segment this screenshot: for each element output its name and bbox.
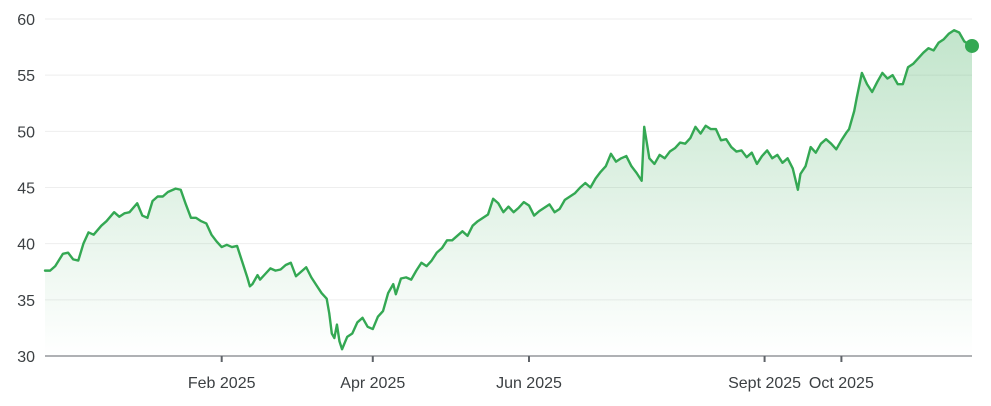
x-tick-label: Jun 2025 [496,375,562,392]
y-axis-tick-labels: 30 35 40 45 50 55 60 [17,12,35,366]
x-tick-label: Feb 2025 [188,375,256,392]
line-layer [43,29,979,351]
y-tick-label: 30 [17,349,35,366]
y-tick-label: 50 [17,124,35,141]
area-layer [45,30,972,356]
y-tick-label: 35 [17,293,35,310]
x-tick-label: Sept 2025 [728,375,801,392]
y-tick-label: 45 [17,181,35,198]
y-tick-label: 55 [17,68,35,85]
price-area-fill [45,30,972,356]
current-price-marker[interactable] [965,38,979,53]
x-axis: Feb 2025 Apr 2025 Jun 2025 Sept 2025 Oct 202… [45,355,972,392]
y-tick-label: 40 [17,237,35,254]
x-tick-label: Apr 2025 [340,375,405,392]
price-line [43,29,974,351]
y-tick-label: 60 [17,12,35,29]
x-tick-label: Oct 2025 [809,375,874,392]
